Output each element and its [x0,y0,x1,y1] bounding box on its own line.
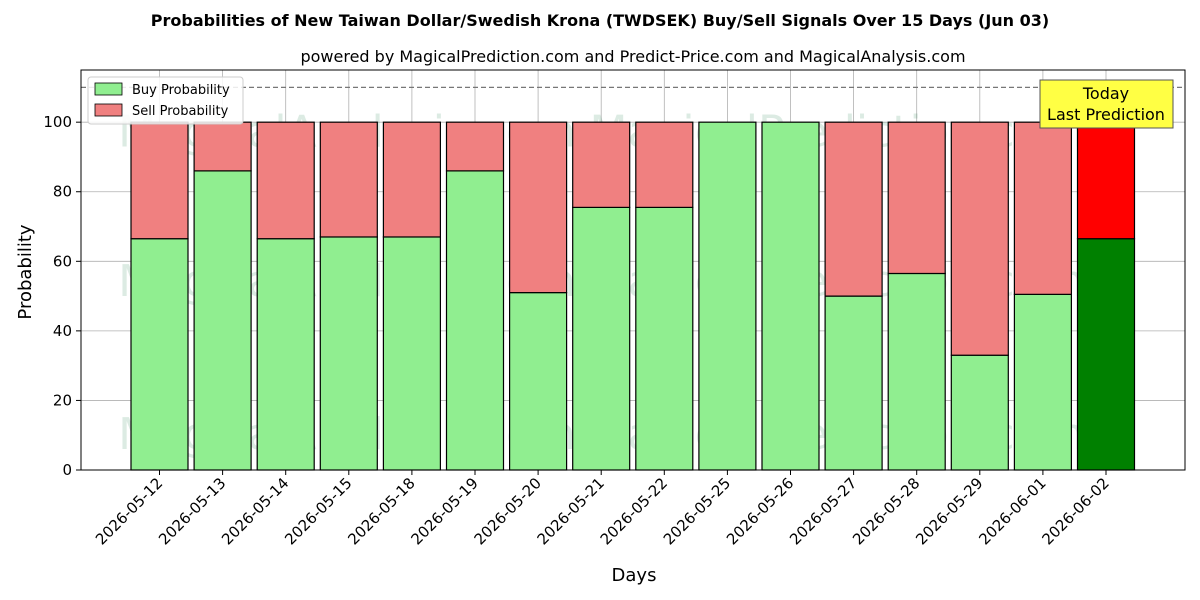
x-axis-label: Days [612,565,657,586]
x-tick-label: 2026-05-21 [534,474,608,548]
buy-bar [509,292,568,471]
sell-bar [130,121,189,240]
plot-frame [80,69,1186,471]
sell-bar [445,121,505,172]
y-tick-label: 20 [53,391,72,409]
buy-bar [1076,238,1136,471]
y-tick-label: 0 [62,461,72,479]
today-annotation-box [1039,79,1174,129]
sell-bar [635,121,694,208]
sell-bar [256,121,315,240]
x-tick-label: 2026-05-20 [471,474,545,548]
buy-bar [824,295,883,471]
x-tick-label: 2026-05-13 [155,474,229,548]
buy-bar [382,236,441,471]
y-tick-label: 40 [53,322,72,340]
today-annotation: Today Last Prediction [1039,79,1174,129]
x-tick-label: 2026-05-29 [912,474,986,548]
sell-bar [572,121,631,208]
buy-bar [1013,293,1073,471]
x-tick-label: 2026-05-22 [597,474,671,548]
legend-swatch-sell [94,103,123,117]
legend-label-sell: Sell Probability [132,104,229,119]
x-tick-label: 2026-05-19 [407,474,481,548]
sell-bar [1076,121,1136,240]
y-tick-label: 60 [53,252,72,270]
buy-bar [635,206,694,471]
x-tick-label: 2026-05-27 [786,474,860,548]
x-tick-label: 2026-05-14 [218,474,292,548]
y-tick-label: 80 [53,183,72,201]
sell-bar [193,121,252,172]
y-axis-label: Probability [15,224,36,319]
buy-bar [698,121,757,471]
buy-bar [445,170,505,471]
buy-bar [887,272,946,471]
bars [130,121,1136,471]
axes [76,69,1186,475]
x-tick-label: 2026-05-28 [849,474,923,548]
sell-bar [950,121,1009,356]
buy-bar [950,354,1009,471]
x-tick-label: 2026-05-25 [660,474,734,548]
buy-bar [761,121,820,471]
x-tick-label: 2026-06-02 [1038,474,1112,548]
buy-bar [256,238,315,471]
sell-bar [887,121,946,275]
sell-bar [1013,121,1073,295]
legend-label-buy: Buy Probability [132,83,230,98]
today-annotation-line2: Last Prediction [1047,105,1165,124]
x-tick-label: 2026-05-26 [723,474,797,548]
chart-subtitle: powered by MagicalPrediction.com and Pre… [300,47,965,66]
legend: Buy Probability Sell Probability [87,76,244,125]
legend-frame [87,76,244,125]
x-tick-label: 2026-05-18 [344,474,418,548]
buy-bar [572,206,631,471]
x-tick-label: 2026-05-15 [281,474,355,548]
sell-bar [382,121,441,238]
buy-bar [193,170,252,471]
y-tick-labels: 0 20 40 60 80 100 [43,113,72,479]
x-tick-label: 2026-05-12 [92,474,166,548]
buy-bar [319,236,378,471]
sell-bar [319,121,378,238]
buy-bar [130,238,189,471]
sell-bar [824,121,883,297]
x-tick-labels: 2026-05-122026-05-132026-05-142026-05-15… [92,474,1113,548]
x-tick-label: 2026-06-01 [975,474,1049,548]
y-tick-label: 100 [43,113,72,131]
sell-bar [509,121,568,294]
chart-title: Probabilities of New Taiwan Dollar/Swedi… [151,11,1049,30]
today-annotation-line1: Today [1082,84,1129,103]
legend-swatch-buy [94,82,123,96]
